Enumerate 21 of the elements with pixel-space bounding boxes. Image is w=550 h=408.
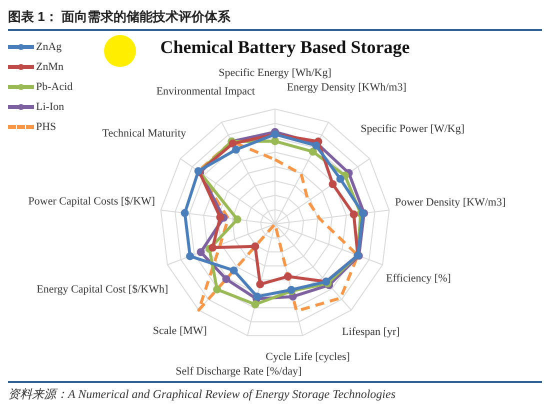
legend-label: ZnMn	[36, 61, 64, 73]
spoke-label: Power Density [KW/m3]	[395, 196, 506, 209]
spoke-label: Specific Power [W/Kg]	[360, 122, 464, 135]
legend-label: Li-Ion	[36, 101, 64, 113]
spoke-label: Specific Energy [Wh/Kg]	[218, 66, 332, 79]
spoke-label: Cycle Life [cycles]	[266, 350, 350, 363]
legend-label: Pb-Acid	[36, 81, 73, 93]
spoke-label: Efficiency [%]	[386, 272, 451, 284]
spoke-label: Self Discharge Rate [%/day]	[176, 365, 302, 378]
spoke-label: Scale [MW]	[152, 325, 207, 338]
chart-subtitle: Chemical Battery Based Storage	[160, 36, 410, 58]
spoke-label: Power Capital Costs [$/KW]	[28, 196, 156, 208]
legend-label: PHS	[36, 121, 56, 133]
spoke-label: Energy Density [KWh/m3]	[286, 81, 406, 94]
legend-label: ZnAg	[36, 41, 62, 53]
spoke-label: Environmental Impact	[156, 86, 255, 98]
chart-title: 图表 1： 面向需求的储能技术评价体系	[8, 8, 542, 31]
spoke-label: Lifespan [yr]	[342, 326, 400, 338]
spoke-label: Technical Maturity	[102, 128, 187, 140]
text: 资料来源：A Numerical and Graphical Review of Energy Storage Technologies	[8, 381, 542, 403]
spoke-label: Energy Capital Cost [$/KWh]	[36, 283, 168, 296]
